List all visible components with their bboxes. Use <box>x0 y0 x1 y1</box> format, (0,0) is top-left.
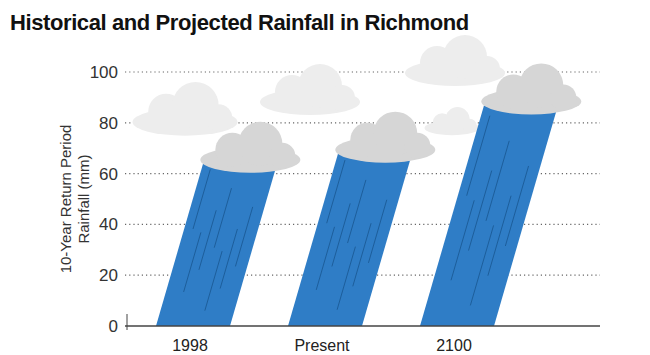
rain-streak <box>316 227 334 290</box>
rain-streak <box>488 196 511 276</box>
cloud-part <box>474 56 500 82</box>
rain-streak <box>353 223 371 286</box>
rain-streak <box>205 251 222 311</box>
rain-streak <box>368 200 386 263</box>
rain-streak <box>184 232 201 292</box>
y-tick-label: 40 <box>99 215 118 234</box>
cloud-part <box>329 85 355 111</box>
title: Historical and Projected Rainfall in Ric… <box>10 10 469 35</box>
cloud-part <box>462 119 476 133</box>
background-cloud <box>425 107 480 135</box>
rain-streak <box>348 180 366 243</box>
cloud-part <box>550 84 576 110</box>
rain-streak <box>469 171 492 251</box>
x-tick-label: 1998 <box>172 337 208 354</box>
cloud-part <box>404 133 430 159</box>
rain-streak <box>235 207 252 267</box>
cloud-part <box>269 143 295 169</box>
x-axis <box>125 325 600 326</box>
y-axis-tick <box>127 314 128 330</box>
cloud <box>200 122 300 173</box>
rain-streak <box>193 169 210 229</box>
cloud <box>335 112 435 163</box>
y-tick-label: 80 <box>99 114 118 133</box>
rain-streak <box>451 200 474 280</box>
y-tick-label: 60 <box>99 165 118 184</box>
x-tick-label: 2100 <box>436 337 472 354</box>
y-axis-label: 10-Year Return Period Rainfall (mm) <box>57 122 93 276</box>
bar <box>156 156 279 326</box>
cloud-part <box>205 104 232 131</box>
background-cloud <box>133 82 238 136</box>
rain-streak <box>332 203 350 266</box>
rain-streak <box>505 166 528 246</box>
chart: Historical and Projected Rainfall in Ric… <box>0 0 650 355</box>
y-tick-label: 100 <box>90 63 118 82</box>
bar <box>420 97 560 326</box>
rain-streak <box>470 225 493 305</box>
x-tick-label: Present <box>294 337 350 354</box>
bars <box>156 97 560 326</box>
bar <box>288 146 414 326</box>
rain-streak <box>337 247 355 310</box>
y-tick-label: 20 <box>99 266 118 285</box>
y-tick-label: 0 <box>109 317 118 336</box>
rain-streak <box>220 229 237 289</box>
rain-streak <box>199 210 216 270</box>
background-cloud <box>260 64 360 115</box>
rain-streak <box>486 141 509 221</box>
rain-streak <box>214 188 231 248</box>
rain-streak <box>467 116 490 196</box>
cloud <box>481 63 581 114</box>
background-cloud <box>405 35 505 86</box>
rain-streak <box>327 160 345 223</box>
